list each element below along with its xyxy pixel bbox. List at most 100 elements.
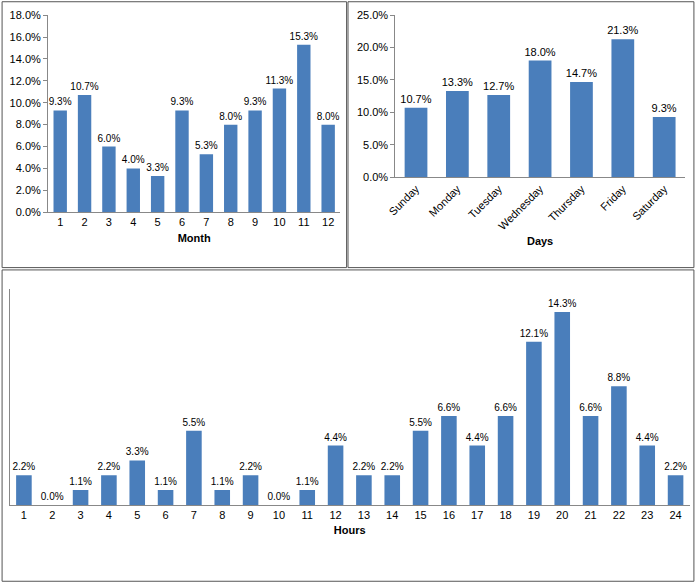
svg-text:15.0%: 15.0% xyxy=(357,74,388,86)
svg-text:1: 1 xyxy=(21,509,27,521)
svg-text:Sunday: Sunday xyxy=(386,182,421,217)
svg-text:1.1%: 1.1% xyxy=(69,476,92,487)
svg-text:16.0%: 16.0% xyxy=(10,31,41,43)
svg-text:5: 5 xyxy=(134,509,140,521)
svg-text:15: 15 xyxy=(414,509,426,521)
svg-text:9.3%: 9.3% xyxy=(652,102,677,114)
svg-text:23: 23 xyxy=(641,509,653,521)
svg-text:3: 3 xyxy=(78,509,84,521)
svg-text:1.1%: 1.1% xyxy=(154,476,177,487)
svg-text:12.0%: 12.0% xyxy=(10,75,41,87)
svg-text:3.3%: 3.3% xyxy=(146,162,169,173)
svg-text:8.0%: 8.0% xyxy=(16,118,41,130)
svg-text:Days: Days xyxy=(527,235,553,247)
svg-text:9.3%: 9.3% xyxy=(244,96,267,107)
svg-text:5.0%: 5.0% xyxy=(363,139,388,151)
svg-text:9.3%: 9.3% xyxy=(171,96,194,107)
svg-text:13: 13 xyxy=(358,509,370,521)
svg-text:6: 6 xyxy=(163,509,169,521)
svg-text:10: 10 xyxy=(273,216,285,228)
svg-text:17: 17 xyxy=(471,509,483,521)
svg-text:8: 8 xyxy=(219,509,225,521)
svg-text:10.7%: 10.7% xyxy=(400,93,431,105)
svg-text:Wednesday: Wednesday xyxy=(496,182,546,232)
svg-text:9: 9 xyxy=(252,216,258,228)
svg-text:Monday: Monday xyxy=(427,182,464,219)
svg-text:2.2%: 2.2% xyxy=(12,461,35,472)
svg-text:16: 16 xyxy=(443,509,455,521)
svg-text:0.0%: 0.0% xyxy=(16,206,41,218)
svg-text:21.3%: 21.3% xyxy=(607,24,638,36)
svg-text:4.4%: 4.4% xyxy=(324,432,347,443)
svg-text:2.2%: 2.2% xyxy=(381,461,404,472)
svg-text:0.0%: 0.0% xyxy=(363,171,388,183)
svg-text:1.1%: 1.1% xyxy=(296,476,319,487)
svg-text:14.3%: 14.3% xyxy=(548,298,576,309)
svg-text:24: 24 xyxy=(669,509,681,521)
svg-text:4: 4 xyxy=(106,509,112,521)
svg-text:8.8%: 8.8% xyxy=(607,372,630,383)
svg-text:14.0%: 14.0% xyxy=(10,53,41,65)
svg-text:21: 21 xyxy=(584,509,596,521)
svg-text:8: 8 xyxy=(228,216,234,228)
svg-text:11.3%: 11.3% xyxy=(266,75,294,86)
svg-text:2: 2 xyxy=(82,216,88,228)
svg-text:0.0%: 0.0% xyxy=(41,491,64,502)
svg-text:3: 3 xyxy=(106,216,112,228)
svg-text:6.0%: 6.0% xyxy=(97,133,120,144)
svg-text:6.0%: 6.0% xyxy=(16,140,41,152)
svg-text:4.4%: 4.4% xyxy=(636,432,659,443)
svg-text:10.0%: 10.0% xyxy=(10,97,41,109)
svg-text:Saturday: Saturday xyxy=(630,182,670,222)
svg-text:18.0%: 18.0% xyxy=(10,9,41,21)
svg-text:Month: Month xyxy=(178,232,211,244)
svg-text:7: 7 xyxy=(203,216,209,228)
svg-text:0.0%: 0.0% xyxy=(267,491,290,502)
svg-text:2.2%: 2.2% xyxy=(352,461,375,472)
svg-text:2.0%: 2.0% xyxy=(16,184,41,196)
svg-text:1.1%: 1.1% xyxy=(211,476,234,487)
svg-text:5.5%: 5.5% xyxy=(409,417,432,428)
svg-text:15.3%: 15.3% xyxy=(290,31,318,42)
svg-text:Tuesday: Tuesday xyxy=(466,182,504,220)
svg-text:8.0%: 8.0% xyxy=(317,111,340,122)
svg-text:2.2%: 2.2% xyxy=(97,461,120,472)
svg-text:14: 14 xyxy=(386,509,398,521)
svg-text:11: 11 xyxy=(302,509,313,521)
svg-text:22: 22 xyxy=(613,509,625,521)
svg-text:6.6%: 6.6% xyxy=(437,402,460,413)
svg-text:5: 5 xyxy=(155,216,161,228)
svg-text:10.7%: 10.7% xyxy=(70,81,98,92)
svg-text:6: 6 xyxy=(179,216,185,228)
svg-text:12: 12 xyxy=(322,216,334,228)
svg-text:14.7%: 14.7% xyxy=(566,67,597,79)
svg-text:4: 4 xyxy=(130,216,136,228)
svg-text:7: 7 xyxy=(191,509,197,521)
svg-text:20.0%: 20.0% xyxy=(357,41,388,53)
svg-text:11: 11 xyxy=(298,216,309,228)
svg-text:19: 19 xyxy=(528,509,540,521)
svg-text:20: 20 xyxy=(556,509,568,521)
svg-text:4.0%: 4.0% xyxy=(16,162,41,174)
svg-text:2.2%: 2.2% xyxy=(239,461,262,472)
svg-text:18.0%: 18.0% xyxy=(524,46,555,58)
svg-text:Thursday: Thursday xyxy=(546,182,587,223)
svg-text:1: 1 xyxy=(57,216,63,228)
svg-text:8.0%: 8.0% xyxy=(219,111,242,122)
svg-text:4.4%: 4.4% xyxy=(466,432,489,443)
svg-text:9: 9 xyxy=(248,509,254,521)
svg-text:12.7%: 12.7% xyxy=(483,80,514,92)
svg-text:2: 2 xyxy=(49,509,55,521)
svg-text:12: 12 xyxy=(329,509,341,521)
svg-text:5.3%: 5.3% xyxy=(195,140,218,151)
svg-text:6.6%: 6.6% xyxy=(579,402,602,413)
svg-text:Friday: Friday xyxy=(598,182,628,212)
svg-text:9.3%: 9.3% xyxy=(49,96,72,107)
svg-text:4.0%: 4.0% xyxy=(122,154,145,165)
svg-text:10.0%: 10.0% xyxy=(357,106,388,118)
svg-text:13.3%: 13.3% xyxy=(442,76,473,88)
svg-text:18: 18 xyxy=(499,509,511,521)
svg-text:6.6%: 6.6% xyxy=(494,402,517,413)
svg-text:12.1%: 12.1% xyxy=(520,328,548,339)
svg-text:2.2%: 2.2% xyxy=(664,461,687,472)
